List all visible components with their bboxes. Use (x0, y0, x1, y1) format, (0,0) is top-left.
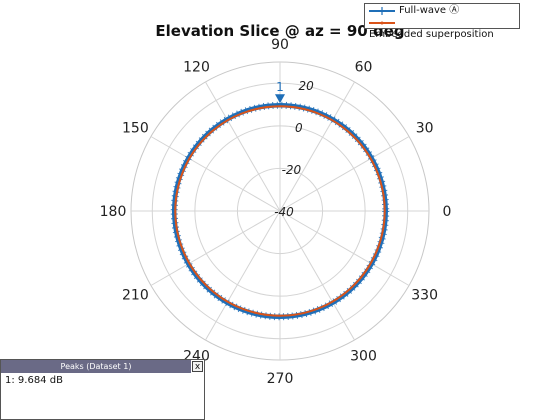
peak-marker (275, 94, 285, 104)
angle-grid-spoke (279, 210, 410, 286)
legend-swatch-full-wave (367, 5, 397, 17)
angle-tick-label: 60 (355, 59, 373, 75)
angle-grid-spoke (279, 210, 355, 341)
legend-label-full-wave: Full-wave Ⓐ (399, 5, 460, 16)
series-line-embedded (174, 105, 386, 317)
peaks-panel-title: Peaks (Dataset 1) (1, 360, 191, 373)
angle-grid-spoke (150, 136, 281, 212)
radial-tick-label: 20 (299, 79, 315, 93)
angle-grid-spoke (279, 81, 355, 212)
legend-entry-embedded[interactable]: Embedded superposition (367, 17, 519, 40)
angle-tick-label: 300 (350, 349, 377, 365)
legend[interactable]: Full-wave Ⓐ Embedded superposition (364, 3, 520, 40)
angle-tick-label: 0 (443, 204, 452, 220)
angle-grid-spoke (205, 81, 281, 212)
radial-tick-label: 0 (295, 121, 303, 135)
angle-tick-label: 210 (122, 288, 149, 304)
angle-tick-label: 30 (416, 121, 434, 137)
angle-grid-spoke (279, 136, 410, 212)
peaks-panel: Peaks (Dataset 1) x 1: 9.684 dB (0, 359, 205, 420)
peak-marker-label: 1 (276, 80, 284, 94)
angle-grid-spoke (205, 210, 281, 341)
chart-title: Elevation Slice @ az = 90 deg (155, 22, 405, 40)
radial-tick-label: -20 (282, 163, 302, 177)
legend-entry-full-wave[interactable]: Full-wave Ⓐ (367, 5, 459, 17)
angle-tick-label: 120 (183, 59, 210, 75)
radial-tick-label: -40 (274, 205, 294, 219)
angle-grid-spoke (150, 210, 281, 286)
legend-swatch-embedded (367, 17, 397, 29)
legend-label-embedded: Embedded superposition (369, 29, 494, 40)
angle-tick-label: 330 (411, 288, 438, 304)
series-line-full-wave (171, 102, 389, 320)
angle-tick-label: 270 (267, 371, 294, 387)
angle-tick-label: 150 (122, 121, 149, 137)
angle-tick-label: 90 (271, 37, 289, 53)
peak-row: 1: 9.684 dB (5, 375, 63, 386)
close-icon[interactable]: x (192, 361, 203, 372)
angle-tick-label: 180 (100, 204, 127, 220)
